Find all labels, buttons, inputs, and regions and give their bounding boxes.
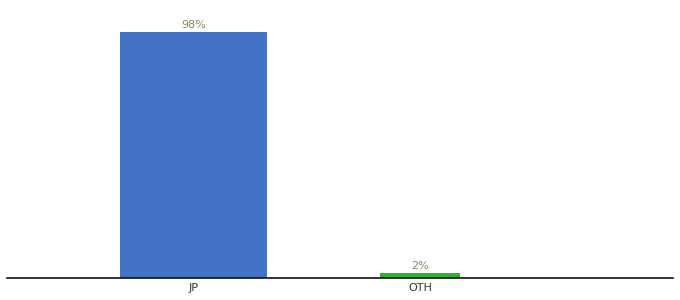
Text: 2%: 2% <box>411 261 429 271</box>
Bar <box>120 32 267 278</box>
Text: 98%: 98% <box>181 20 206 29</box>
Bar <box>380 273 460 278</box>
